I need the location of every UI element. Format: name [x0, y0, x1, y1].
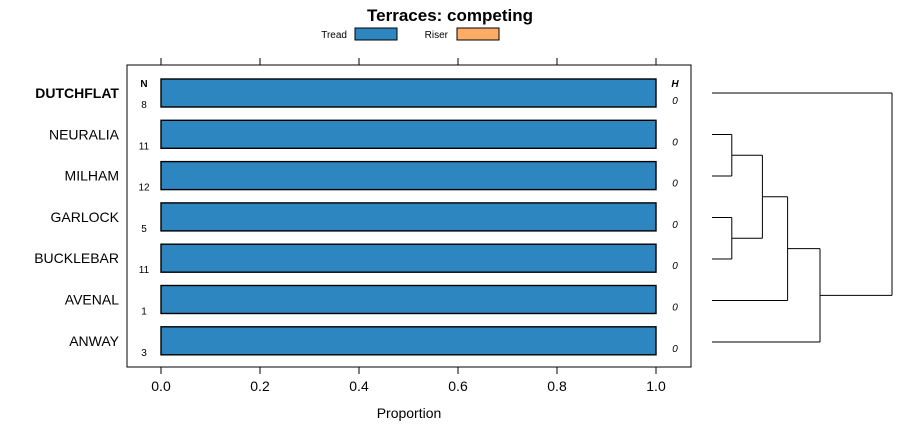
- h-value: 0: [672, 137, 678, 148]
- category-label: GARLOCK: [51, 209, 120, 225]
- plot-frame: [126, 64, 692, 368]
- bar-tread-neuralia: [160, 119, 657, 150]
- x-tick-label: 0.4: [349, 378, 369, 394]
- n-value: 11: [139, 141, 150, 152]
- x-tick-label: 0.8: [547, 378, 567, 394]
- x-axis-label: Proportion: [377, 405, 442, 421]
- dendrogram: [712, 92, 893, 343]
- legend-label-riser: Riser: [425, 30, 449, 41]
- h-column: H 0 0 0 0 0 0 0: [671, 79, 679, 355]
- category-label: NEURALIA: [49, 126, 120, 142]
- bars: [160, 78, 657, 356]
- h-value: 0: [672, 179, 678, 190]
- n-value: 8: [141, 100, 147, 111]
- bar-tread-garlock: [160, 202, 657, 232]
- x-tick-label: 0.6: [448, 378, 468, 394]
- x-tick-label: 0.0: [151, 378, 171, 394]
- n-value: 5: [141, 224, 147, 235]
- bar-tread-anway: [160, 326, 657, 356]
- bar-tread-avenal: [160, 284, 657, 315]
- legend: Tread Riser: [321, 27, 500, 41]
- category-label: ANWAY: [69, 333, 119, 349]
- n-value: 12: [138, 183, 150, 194]
- n-value: 3: [141, 348, 147, 359]
- legend-swatch-tread: [354, 27, 398, 41]
- n-header: N: [140, 79, 147, 90]
- h-value: 0: [672, 261, 678, 272]
- chart-title: Terraces: competing: [367, 6, 533, 25]
- category-label: MILHAM: [65, 168, 119, 184]
- bar-tread-dutchflat: [160, 78, 657, 108]
- h-header: H: [671, 79, 679, 90]
- h-value: 0: [672, 303, 678, 314]
- h-value: 0: [672, 96, 678, 107]
- x-tick-label: 0.2: [250, 378, 270, 394]
- h-value: 0: [672, 344, 678, 355]
- n-value: 1: [141, 307, 147, 318]
- x-axis: 0.0 0.2 0.4 0.6 0.8 1.0: [151, 58, 666, 394]
- category-label: BUCKLEBAR: [34, 250, 119, 266]
- x-tick-label: 1.0: [646, 378, 666, 394]
- legend-label-tread: Tread: [321, 30, 347, 41]
- category-labels: DUTCHFLAT NEURALIA MILHAM GARLOCK BUCKLEBAR A…: [34, 85, 119, 349]
- bar-tread-bucklebar: [160, 243, 657, 273]
- category-label: DUTCHFLAT: [35, 85, 119, 101]
- legend-swatch-riser: [456, 27, 500, 41]
- n-value: 11: [139, 265, 150, 276]
- h-value: 0: [672, 220, 678, 231]
- bar-tread-milham: [160, 160, 657, 191]
- category-label: AVENAL: [65, 292, 119, 308]
